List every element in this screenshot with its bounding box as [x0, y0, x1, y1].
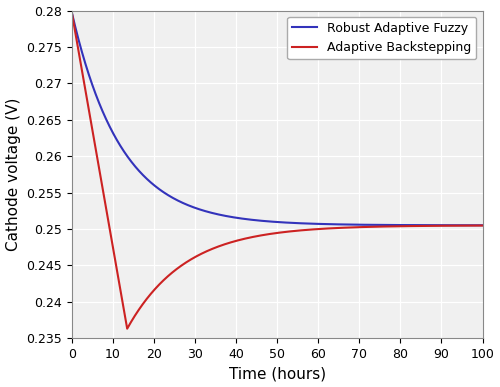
- Line: Adaptive Backstepping: Adaptive Backstepping: [72, 12, 482, 329]
- Robust Adaptive Fuzzy: [68, 10, 74, 14]
- Line: Robust Adaptive Fuzzy: Robust Adaptive Fuzzy: [72, 12, 482, 225]
- Robust Adaptive Fuzzy: [427, 223, 433, 228]
- Adaptive Backstepping: [244, 236, 250, 240]
- Adaptive Backstepping: [472, 223, 478, 228]
- Adaptive Backstepping: [480, 223, 486, 228]
- X-axis label: Time (hours): Time (hours): [228, 366, 326, 382]
- Robust Adaptive Fuzzy: [226, 214, 232, 219]
- Robust Adaptive Fuzzy: [244, 217, 250, 222]
- Adaptive Backstepping: [140, 301, 146, 306]
- Robust Adaptive Fuzzy: [472, 223, 478, 228]
- Robust Adaptive Fuzzy: [480, 223, 486, 228]
- Y-axis label: Cathode voltage (V): Cathode voltage (V): [6, 98, 20, 251]
- Robust Adaptive Fuzzy: [140, 173, 146, 177]
- Adaptive Backstepping: [226, 240, 232, 245]
- Adaptive Backstepping: [124, 326, 130, 331]
- Adaptive Backstepping: [68, 10, 74, 14]
- Robust Adaptive Fuzzy: [116, 140, 121, 145]
- Adaptive Backstepping: [116, 277, 121, 282]
- Legend: Robust Adaptive Fuzzy, Adaptive Backstepping: Robust Adaptive Fuzzy, Adaptive Backstep…: [287, 17, 476, 59]
- Adaptive Backstepping: [428, 224, 434, 228]
